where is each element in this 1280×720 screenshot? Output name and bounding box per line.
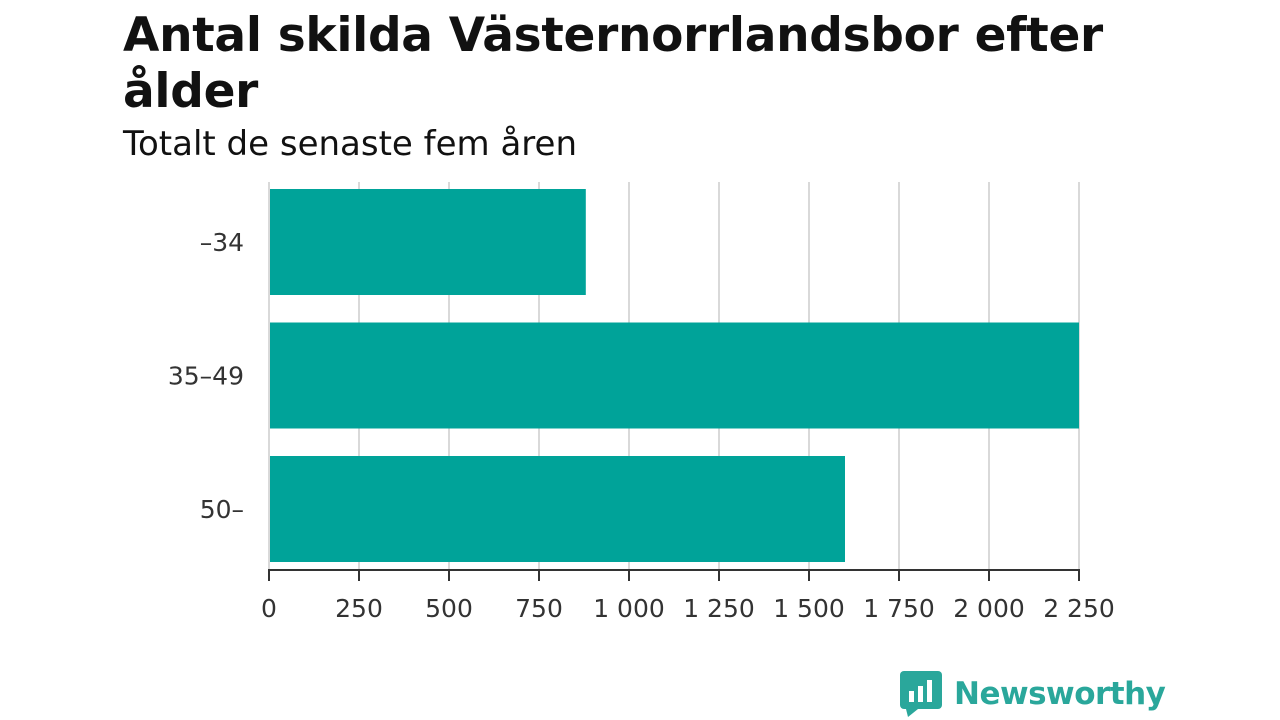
x-tick-label: 2 000 bbox=[953, 594, 1025, 623]
chart-title: Antal skilda Västernorrlandsbor efter ål… bbox=[123, 8, 1103, 119]
x-tick-label: 0 bbox=[261, 594, 277, 623]
x-tick-label: 750 bbox=[515, 594, 563, 623]
x-tick-label: 2 250 bbox=[1043, 594, 1115, 623]
category-label: 50– bbox=[200, 495, 244, 524]
x-tick-label: 1 500 bbox=[773, 594, 845, 623]
bar bbox=[269, 456, 845, 562]
bar-chart: –34 35–49 50– 0 250 500 750 1 000 1 250 1 500 1 75… bbox=[168, 182, 1115, 623]
category-label: –34 bbox=[200, 228, 244, 257]
x-tick-label: 500 bbox=[425, 594, 473, 623]
bar bbox=[269, 189, 586, 295]
x-tick-label: 250 bbox=[335, 594, 383, 623]
logo-text: Newsworthy bbox=[954, 676, 1166, 712]
x-tick-label: 1 250 bbox=[683, 594, 755, 623]
newsworthy-logo-icon bbox=[900, 671, 942, 717]
x-tick-label: 1 000 bbox=[593, 594, 665, 623]
newsworthy-logo: Newsworthy bbox=[900, 670, 1166, 718]
category-label: 35–49 bbox=[168, 362, 244, 391]
x-tick-label: 1 750 bbox=[863, 594, 935, 623]
bar bbox=[269, 322, 1079, 429]
chart-subtitle: Totalt de senaste fem åren bbox=[123, 124, 577, 164]
